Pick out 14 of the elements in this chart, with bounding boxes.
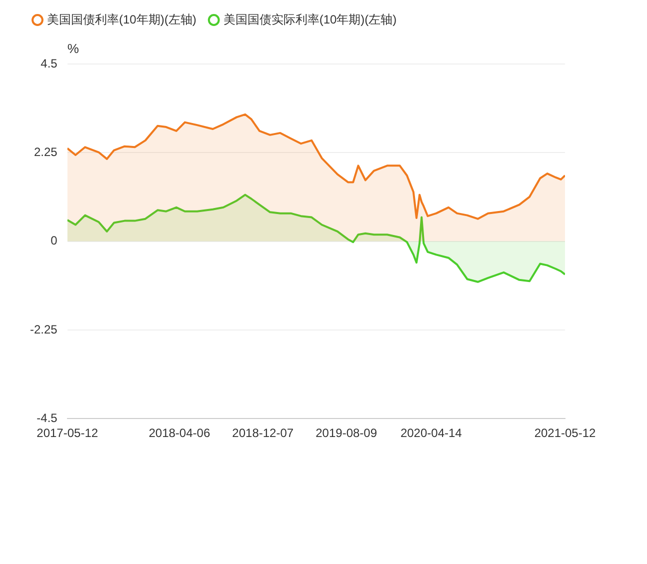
y-tick-label: 0 (50, 234, 58, 248)
x-tick-label: 2019-08-09 (316, 426, 378, 440)
y-tick-label: -4.5 (36, 410, 58, 425)
y-tick-label: -2.25 (30, 322, 58, 336)
x-tick-label: 2020-04-14 (400, 426, 462, 440)
legend-label: 美国国债利率(10年期)(左轴) (47, 12, 196, 26)
x-tick-label: 2018-12-07 (232, 426, 294, 440)
y-tick-label: 2.25 (34, 144, 58, 159)
legend-label: 美国国债实际利率(10年期)(左轴) (223, 12, 397, 26)
y-axis-title: % (67, 41, 80, 56)
x-tick-label: 2017-05-12 (36, 426, 98, 440)
y-tick-label: 4.5 (40, 56, 58, 70)
x-tick-label: 2018-04-06 (148, 426, 210, 440)
x-tick-label: 2021-05-12 (534, 426, 596, 440)
